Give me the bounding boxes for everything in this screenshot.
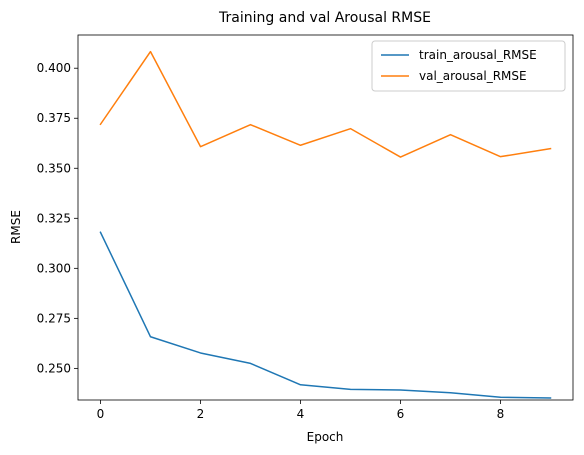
x-tick-label: 0 xyxy=(97,407,105,421)
legend-box xyxy=(371,40,566,92)
y-tick-label: 0.400 xyxy=(37,61,71,75)
plot-area xyxy=(77,34,574,401)
x-axis: 0 2 4 6 8 xyxy=(97,400,505,421)
series-line-val-arousal-rmse xyxy=(99,50,552,158)
plot-frame xyxy=(77,34,574,401)
y-tick-label: 0.350 xyxy=(37,161,71,175)
chart-title: Training and val Arousal RMSE xyxy=(218,10,431,26)
x-tick-label: 8 xyxy=(497,407,505,421)
x-tick-label: 2 xyxy=(197,407,205,421)
legend: train_arousal_RMSE val_arousal_RMSE xyxy=(371,40,566,92)
y-tick-label: 0.275 xyxy=(37,311,71,325)
y-tick-label: 0.325 xyxy=(37,211,71,225)
y-axis-label: RMSE xyxy=(9,210,23,244)
legend-label: train_arousal_RMSE xyxy=(419,48,537,62)
x-axis-label: Epoch xyxy=(307,430,344,444)
y-tick-label: 0.300 xyxy=(37,261,71,275)
y-tick-label: 0.250 xyxy=(37,361,71,375)
series-layer xyxy=(99,50,552,399)
x-tick-label: 6 xyxy=(397,407,405,421)
series-line-train-arousal-rmse xyxy=(99,231,552,399)
x-tick-label: 4 xyxy=(297,407,305,421)
y-axis: 0.250 0.275 0.300 0.325 0.350 0.375 0.400 xyxy=(37,61,78,375)
legend-label: val_arousal_RMSE xyxy=(419,69,527,83)
y-tick-label: 0.375 xyxy=(37,111,71,125)
